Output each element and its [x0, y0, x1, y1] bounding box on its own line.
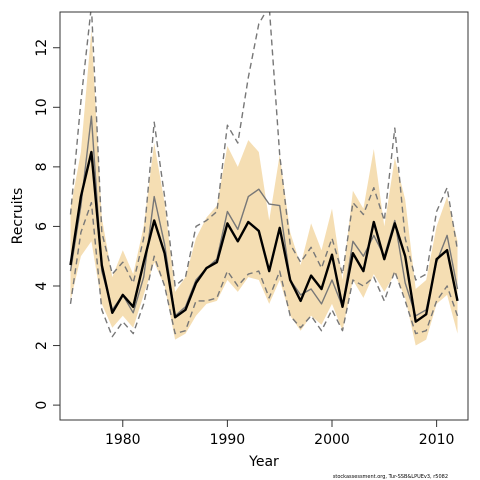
y-tick-label: 4 [34, 281, 50, 290]
upper-dashed-line [69, 12, 459, 287]
x-tick-label: 2000 [314, 432, 350, 448]
median-line [69, 150, 459, 323]
confidence-band-layer [70, 29, 458, 346]
plot-frame [59, 11, 469, 421]
x-tick-label: 2010 [419, 432, 455, 448]
lower-dashed-line [69, 201, 459, 338]
y-axis-title: Recruits [10, 188, 26, 245]
footnote: stockassessment.org, Tur-SSB&LPUEv3, r50… [333, 474, 448, 480]
y-axis: 0 2 4 6 8 10 12 [34, 39, 60, 410]
y-tick-label: 8 [34, 162, 50, 171]
x-tick-label: 1980 [105, 432, 141, 448]
x-axis: 1980 1990 2000 2010 [105, 420, 454, 448]
x-tick-label: 1990 [210, 432, 246, 448]
series-lines-layer [69, 12, 459, 338]
y-tick-label: 2 [34, 341, 50, 350]
confidence-band [70, 29, 458, 346]
x-axis-title: Year [248, 454, 279, 470]
y-tick-label: 6 [34, 222, 50, 231]
y-tick-label: 10 [34, 98, 50, 116]
y-tick-label: 0 [34, 401, 50, 410]
y-tick-label: 12 [34, 39, 50, 57]
